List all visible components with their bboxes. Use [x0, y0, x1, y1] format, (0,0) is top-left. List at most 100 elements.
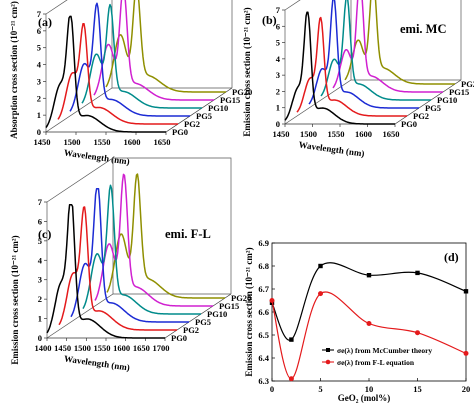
x-tick-label: 20	[462, 384, 471, 394]
y-tick-label: 0	[276, 119, 280, 129]
legend-label: σe(λ) from F-L equation	[337, 358, 415, 367]
series-line-pg0	[45, 15, 166, 133]
panel-annotation: emi. F-L	[165, 227, 211, 241]
legend-marker	[326, 348, 330, 352]
data-point	[289, 337, 294, 342]
panel-label: (b)	[262, 13, 277, 27]
series-line-pg20	[105, 0, 226, 93]
series-line-pg5	[70, 187, 189, 323]
y-tick-label: 6.7	[258, 284, 269, 294]
depth-label: PG15	[449, 87, 469, 97]
y-tick-label: 6.8	[258, 261, 269, 271]
y-tick-label: 3	[38, 275, 42, 285]
panel-annotation: emi. MC	[400, 22, 447, 36]
series-line-pg2	[58, 206, 177, 331]
y-tick-label: 1	[38, 314, 42, 324]
depth-label: PG15	[220, 95, 240, 105]
y-tick-label: 4	[38, 255, 43, 265]
y-tick-label: 6	[38, 216, 42, 226]
panel-c: 0 1 2 3 4 5 6 7 1400 1450 1500 1550 1600 1650 1700 PG20…	[10, 157, 251, 373]
data-point	[415, 330, 420, 336]
depth-label: PG20	[231, 293, 251, 303]
y-tick-label: 7	[276, 5, 281, 15]
axis-frame	[284, 10, 461, 125]
x-tick-label: 15	[413, 384, 422, 394]
x-tick-label: 1550	[328, 129, 345, 139]
panel-label: (c)	[38, 227, 51, 241]
x-axis-label: GeO₂ (mol%)	[338, 393, 390, 403]
y-tick-label: 6.3	[258, 376, 269, 386]
x-tick-label: 1650	[154, 137, 171, 147]
depth-label: PG5	[196, 111, 212, 121]
depth-label: PG0	[401, 119, 417, 129]
y-tick-label: 5	[38, 236, 42, 246]
x-tick-label: 1450	[34, 137, 51, 147]
series-line-pg2	[296, 16, 407, 117]
series-line-pg10	[82, 184, 201, 315]
y-axis-label: Absorption cross section (10⁻²¹ cm²)	[9, 1, 19, 139]
x-axis-label: Wavelength (nm)	[63, 147, 130, 166]
data-point	[463, 289, 469, 294]
x-axis-label: Wavelength (nm)	[298, 139, 365, 158]
x-tick-label: 1500	[64, 137, 81, 147]
depth-label: PG2C	[461, 79, 474, 89]
depth-label: PG5	[425, 103, 441, 113]
panel-a: 0 1 2 3 4 5 6 7 1450 1500 1550 1600 1650 PG20PG15PG10…	[9, 0, 252, 167]
data-point	[366, 321, 372, 326]
y-tick-label: 6.4	[258, 353, 269, 363]
x-tick-label: 1450	[54, 343, 71, 353]
y-tick-label: 6.5	[258, 330, 269, 340]
y-tick-label: 5	[276, 38, 280, 48]
data-point	[366, 273, 372, 278]
y-tick-label: 6	[37, 26, 41, 36]
panel-d: 6.3 6.4 6.5 6.6 6.7 6.8 6.9 0 5 10 15 20 σe(λ) from …	[244, 238, 470, 403]
series-line-pg20	[344, 0, 455, 85]
back-wall	[45, 0, 233, 88]
y-tick-label: 7	[37, 9, 42, 19]
data-point	[288, 376, 294, 382]
depth-label: PG0	[172, 127, 188, 137]
x-tick-label: 10	[365, 384, 374, 394]
x-tick-label: 1450	[273, 129, 290, 139]
depth-label: PG5	[195, 317, 211, 327]
panel-b: 0 1 2 3 4 5 6 7 1450 1500 1550 1600 1650 PG2CPG15PG10…	[242, 0, 474, 159]
y-axis-label: Emission cross section (10⁻²¹ cm²)	[244, 247, 254, 376]
y-tick-label: 7	[38, 197, 43, 207]
x-tick-label: 1650	[383, 129, 400, 139]
series-line-pg10	[81, 3, 202, 109]
data-point	[415, 270, 420, 276]
x-tick-label: 1700	[153, 343, 170, 353]
y-tick-label: 6.6	[258, 307, 269, 317]
y-tick-label: 3	[276, 70, 280, 80]
x-axis-label: Wavelength (nm)	[63, 353, 130, 372]
y-tick-label: 6	[276, 21, 280, 31]
y-tick-label: 4	[276, 54, 281, 64]
y-tick-label: 4	[37, 60, 42, 70]
y-axis-label: Emission cross section (10⁻²¹ cm²)	[242, 7, 252, 136]
data-point	[318, 263, 323, 269]
x-tick-label: 0	[270, 384, 274, 394]
y-tick-label: 6.9	[258, 238, 269, 248]
data-point	[463, 350, 469, 356]
panel-label: (a)	[38, 15, 52, 29]
series-line-pg0	[284, 11, 395, 125]
y-tick-label: 2	[37, 93, 41, 103]
series-line-pg2	[57, 22, 178, 125]
y-tick-label: 3	[37, 76, 41, 86]
x-tick-label: 1600	[355, 129, 372, 139]
depth-label: PG10	[208, 103, 228, 113]
y-tick-label: 5	[37, 43, 41, 53]
x-tick-label: 1600	[113, 343, 130, 353]
depth-label: PG20	[232, 87, 252, 97]
back-wall	[284, 0, 462, 80]
series-line-pg5	[308, 0, 419, 109]
series-line-pg5	[69, 2, 190, 117]
depth-label: PG15	[219, 301, 239, 311]
x-tick-label: 1650	[133, 343, 150, 353]
panel-label: (d)	[444, 250, 459, 264]
x-tick-label: 1400	[35, 343, 52, 353]
back-wall	[46, 157, 232, 294]
x-tick-label: 1500	[74, 343, 91, 353]
series-line-pg15	[94, 173, 213, 307]
